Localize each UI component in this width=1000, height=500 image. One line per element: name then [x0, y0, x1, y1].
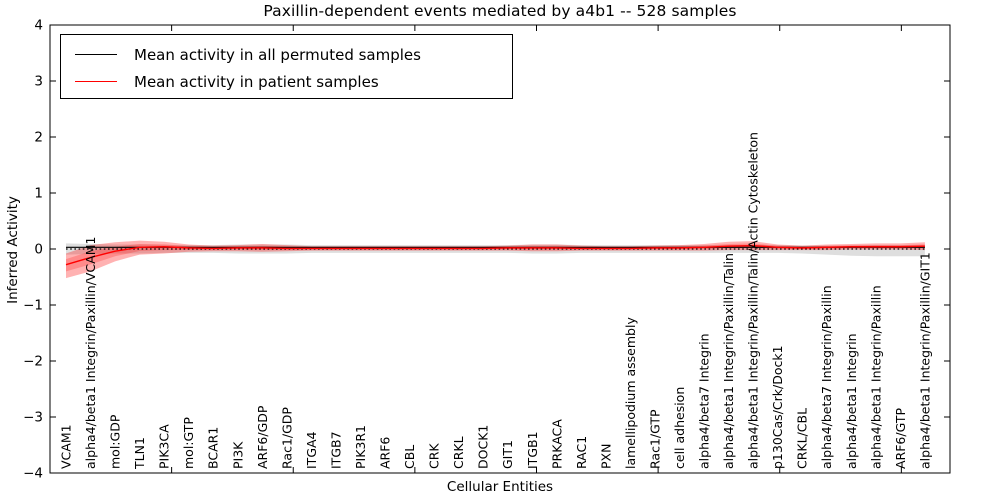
x-tick-label: CRKL — [451, 436, 466, 469]
x-tick-label: PRKACA — [549, 419, 564, 469]
y-tick-label: 1 — [34, 186, 43, 202]
x-tick-label: lamellipodium assembly — [623, 317, 638, 469]
x-tick-label: Rac1/GDP — [279, 407, 294, 469]
x-tick-label: CBL — [402, 445, 417, 469]
x-axis-label: Cellular Entities — [446, 479, 554, 495]
x-tick-label: alpha4/beta1 Integrin/Paxillin/VCAM1 — [83, 237, 98, 469]
legend-entry-patient: Mean activity in patient samples — [75, 68, 512, 95]
x-tick-label: ITGA4 — [304, 431, 319, 469]
x-tick-label: ITGB1 — [525, 431, 540, 469]
x-tick-label: CRK — [427, 443, 442, 469]
x-tick-label: alpha4/beta1 Integrin/Paxillin/GIT1 — [917, 252, 932, 469]
x-tick-label: alpha4/beta7 Integrin/Paxillin — [819, 285, 834, 469]
x-tick-label: alpha4/beta1 Integrin/Paxillin/Talin — [721, 253, 736, 469]
x-tick-label: DOCK1 — [476, 425, 491, 469]
y-tick-label: −3 — [23, 410, 43, 426]
patient-mean-line — [65, 244, 925, 266]
x-tick-label: CRKL/CBL — [795, 408, 810, 469]
x-tick-label: PIK3CA — [157, 424, 172, 469]
y-tick-label: −1 — [23, 298, 43, 314]
x-tick-label: RAC1 — [574, 436, 589, 469]
y-tick-label: −4 — [23, 466, 43, 482]
x-tick-label: alpha4/beta1 Integrin — [844, 333, 859, 469]
x-tick-label: alpha4/beta1 Integrin/Paxillin/Talin/Act… — [746, 132, 761, 469]
x-tick-label: mol:GTP — [181, 417, 196, 469]
patient-confidence-band — [66, 240, 925, 279]
y-tick-label: −2 — [23, 354, 43, 370]
y-tick-label: 4 — [34, 18, 43, 34]
legend-label-permuted: Mean activity in all permuted samples — [134, 45, 421, 64]
x-tick-label: GIT1 — [500, 440, 515, 469]
x-tick-label: cell adhesion — [672, 387, 687, 469]
chart-title: Paxillin-dependent events mediated by a4… — [263, 2, 737, 20]
y-tick-label: 0 — [34, 242, 43, 258]
legend-entry-permuted: Mean activity in all permuted samples — [75, 41, 512, 68]
x-tick-label: PXN — [598, 444, 613, 469]
x-tick-label: ARF6/GDP — [255, 405, 270, 469]
legend-label-patient: Mean activity in patient samples — [134, 72, 379, 91]
x-tick-label: ARF6 — [378, 437, 393, 469]
y-tick-label: 3 — [34, 74, 43, 90]
x-tick-label: Rac1/GTP — [647, 409, 662, 469]
x-tick-label: BCAR1 — [206, 427, 221, 469]
patient-line-swatch — [75, 81, 117, 82]
x-tick-label: PI3K — [230, 441, 245, 469]
x-tick-label: ARF6/GTP — [893, 408, 908, 469]
legend-box: Mean activity in all permuted samples Me… — [60, 34, 513, 99]
permuted-line-swatch — [75, 54, 117, 55]
x-tick-label: TLN1 — [132, 437, 147, 470]
x-tick-label: p130Cas/Crk/Dock1 — [770, 345, 785, 469]
y-tick-label: 2 — [34, 130, 43, 146]
x-tick-label: PIK3R1 — [353, 425, 368, 469]
x-tick-label: VCAM1 — [59, 424, 74, 469]
x-tick-label: mol:GDP — [108, 414, 123, 469]
x-tick-label: ITGB7 — [328, 431, 343, 469]
x-tick-label: alpha4/beta7 Integrin — [697, 333, 712, 469]
x-tick-label: alpha4/beta1 Integrin/Paxillin — [868, 285, 883, 469]
